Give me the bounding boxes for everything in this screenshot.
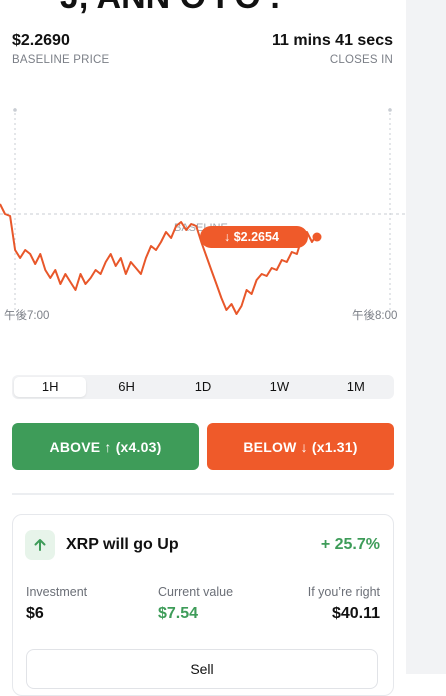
prediction-change: + 25.7% xyxy=(320,536,380,553)
investment-label: Investment xyxy=(26,585,88,599)
axis-dot-left xyxy=(13,108,17,112)
investment-value: $6 xyxy=(26,605,44,622)
current-value-value: $7.54 xyxy=(158,605,199,622)
tab-1d[interactable]: 1D xyxy=(194,379,212,394)
investment-metric: Investment $6 xyxy=(26,585,87,623)
if-right-value: $40.11 xyxy=(331,605,380,622)
prediction-title: XRP will go Up xyxy=(66,536,179,553)
timeframe-tabs: 1H 6H 1D 1W 1M xyxy=(12,375,394,399)
divider xyxy=(12,493,394,495)
closes-in-label: CLOSES IN xyxy=(329,54,393,66)
baseline-price-stat: $2.2690 BASELINE PRICE xyxy=(12,32,109,66)
current-price-dot xyxy=(312,232,322,242)
time-start-label: 午後7:00 xyxy=(4,308,49,322)
price-chart[interactable]: BASELINE ↓ $2.2654 午後7:00 午後8:00 xyxy=(0,100,406,330)
axis-dot-right xyxy=(388,108,392,112)
price-series-line xyxy=(0,203,318,315)
time-end-label: 午後8:00 xyxy=(352,308,397,322)
tab-1m[interactable]: 1M xyxy=(346,379,365,394)
scrollbar-track[interactable] xyxy=(406,0,446,674)
tab-1w[interactable]: 1W xyxy=(269,379,290,394)
above-button[interactable]: ABOVE ↑ (x4.03) xyxy=(12,423,199,470)
current-price-badge-bg xyxy=(200,226,308,248)
tab-6h[interactable]: 6H xyxy=(118,379,135,394)
baseline-price-value: $2.2690 xyxy=(12,32,70,49)
if-right-metric: If you’re right $40.11 xyxy=(308,585,380,623)
page-title: J, ANN O I O . xyxy=(60,0,280,17)
closes-in-stat: 11 mins 41 secs CLOSES IN xyxy=(272,32,393,66)
baseline-price-label: BASELINE PRICE xyxy=(12,54,110,66)
arrow-up-icon xyxy=(25,530,55,560)
current-value-label: Current value xyxy=(158,585,234,599)
below-button[interactable]: BELOW ↓ (x1.31) xyxy=(207,423,394,470)
tab-1h[interactable]: 1H xyxy=(14,377,87,397)
sell-button[interactable]: Sell xyxy=(26,649,378,689)
closes-in-value: 11 mins 41 secs xyxy=(272,32,393,49)
if-right-label: If you’re right xyxy=(307,585,380,599)
current-value-metric: Current value $7.54 xyxy=(158,585,233,623)
prediction-card: XRP will go Up + 25.7% Investment $6 Cur… xyxy=(12,514,394,696)
current-price-badge: ↓ $2.2654 xyxy=(224,230,279,244)
